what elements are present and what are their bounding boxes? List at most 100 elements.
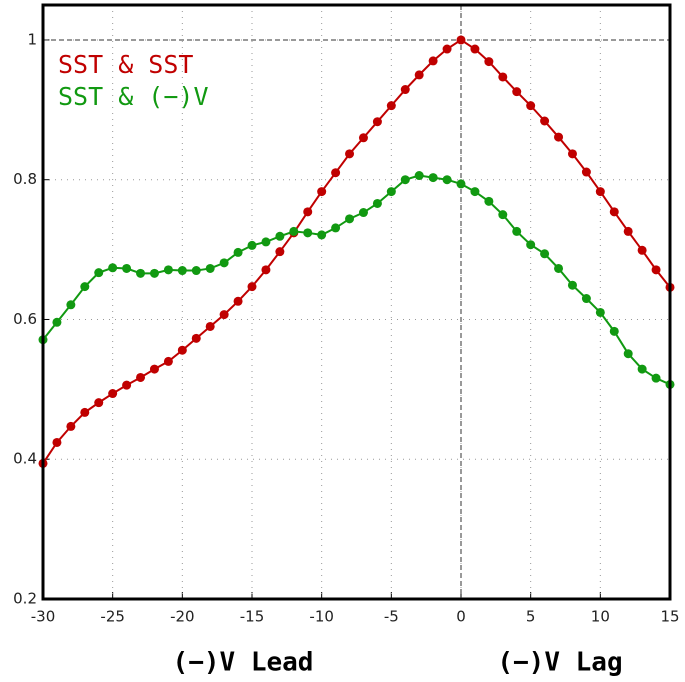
data-point [108,389,118,399]
y-tick-label: 0.2 [13,590,37,608]
data-point [609,326,619,336]
series-line [42,174,671,386]
data-point [637,245,647,255]
data-point [136,372,146,382]
data-point [247,282,257,292]
data-point [108,263,118,273]
data-point [345,149,355,159]
x-tick-label: 15 [660,608,679,626]
data-point [122,263,132,273]
data-point [470,187,480,197]
data-point [595,187,605,197]
data-point [275,231,285,241]
data-point [94,398,104,408]
data-point [149,268,159,278]
data-point [540,116,550,126]
legend-label: SST & (−)V [58,82,209,111]
data-point [400,175,410,185]
data-point [66,300,76,310]
data-point [456,179,466,189]
data-point [191,266,201,276]
data-point [66,421,76,431]
series-line [42,38,671,464]
data-point [191,333,201,343]
x-tick-label: -10 [309,608,334,626]
data-point [177,345,187,355]
data-point [512,226,522,236]
data-point [219,258,229,268]
data-point [289,226,299,236]
x-tick-label: 5 [526,608,536,626]
data-point [498,210,508,220]
x-tick-label: -25 [100,608,125,626]
data-point [247,240,257,250]
data-point [554,132,564,142]
data-point [442,175,452,185]
annotation: (−)V Lead [173,648,314,678]
y-tick-label: 0.8 [13,170,37,188]
x-tick-label: -30 [31,608,56,626]
y-tick-label: 0.4 [13,450,37,468]
legend-label: SST & SST [58,50,193,79]
data-point [122,380,132,390]
data-point [414,70,424,80]
data-point [526,101,536,111]
data-point [275,247,285,257]
data-point [512,87,522,97]
data-point [80,407,90,417]
data-point [651,265,661,275]
data-point [303,228,313,238]
data-point [80,282,90,292]
data-point [442,44,452,54]
annotation: (−)V Lag [497,648,622,678]
data-point [358,208,368,218]
data-point [331,168,341,178]
data-point [609,207,619,217]
data-point [428,56,438,66]
data-point [205,321,215,331]
data-point [317,187,327,197]
data-point [428,173,438,183]
data-point [136,268,146,278]
data-point [261,237,271,247]
plot-frame [41,3,672,601]
data-point [233,296,243,306]
x-tick-label: 0 [456,608,466,626]
data-point [372,117,382,127]
x-tick-label: -5 [384,608,399,626]
data-point [163,265,173,275]
data-point [581,167,591,177]
data-point [526,240,536,250]
data-point [233,247,243,257]
data-point [94,268,104,278]
data-point [623,349,633,359]
data-point [567,280,577,290]
data-point [456,35,466,45]
data-point [261,265,271,275]
data-point [637,364,647,374]
data-point [623,226,633,236]
data-point [484,196,494,206]
data-point [498,72,508,82]
data-point [484,57,494,67]
data-point [163,356,173,366]
data-point [595,307,605,317]
data-point [303,207,313,217]
data-point [470,44,480,54]
data-point [372,198,382,208]
data-point [149,364,159,374]
data-point [52,437,62,447]
data-point [386,101,396,111]
x-tick-label: -20 [170,608,195,626]
data-point [331,223,341,233]
data-point [554,263,564,273]
y-tick-label: 1 [27,30,37,48]
x-tick-label: -15 [240,608,265,626]
data-point [540,249,550,259]
data-point [581,294,591,304]
data-point [177,266,187,276]
data-point [567,149,577,159]
data-point [386,187,396,197]
data-point [205,263,215,273]
